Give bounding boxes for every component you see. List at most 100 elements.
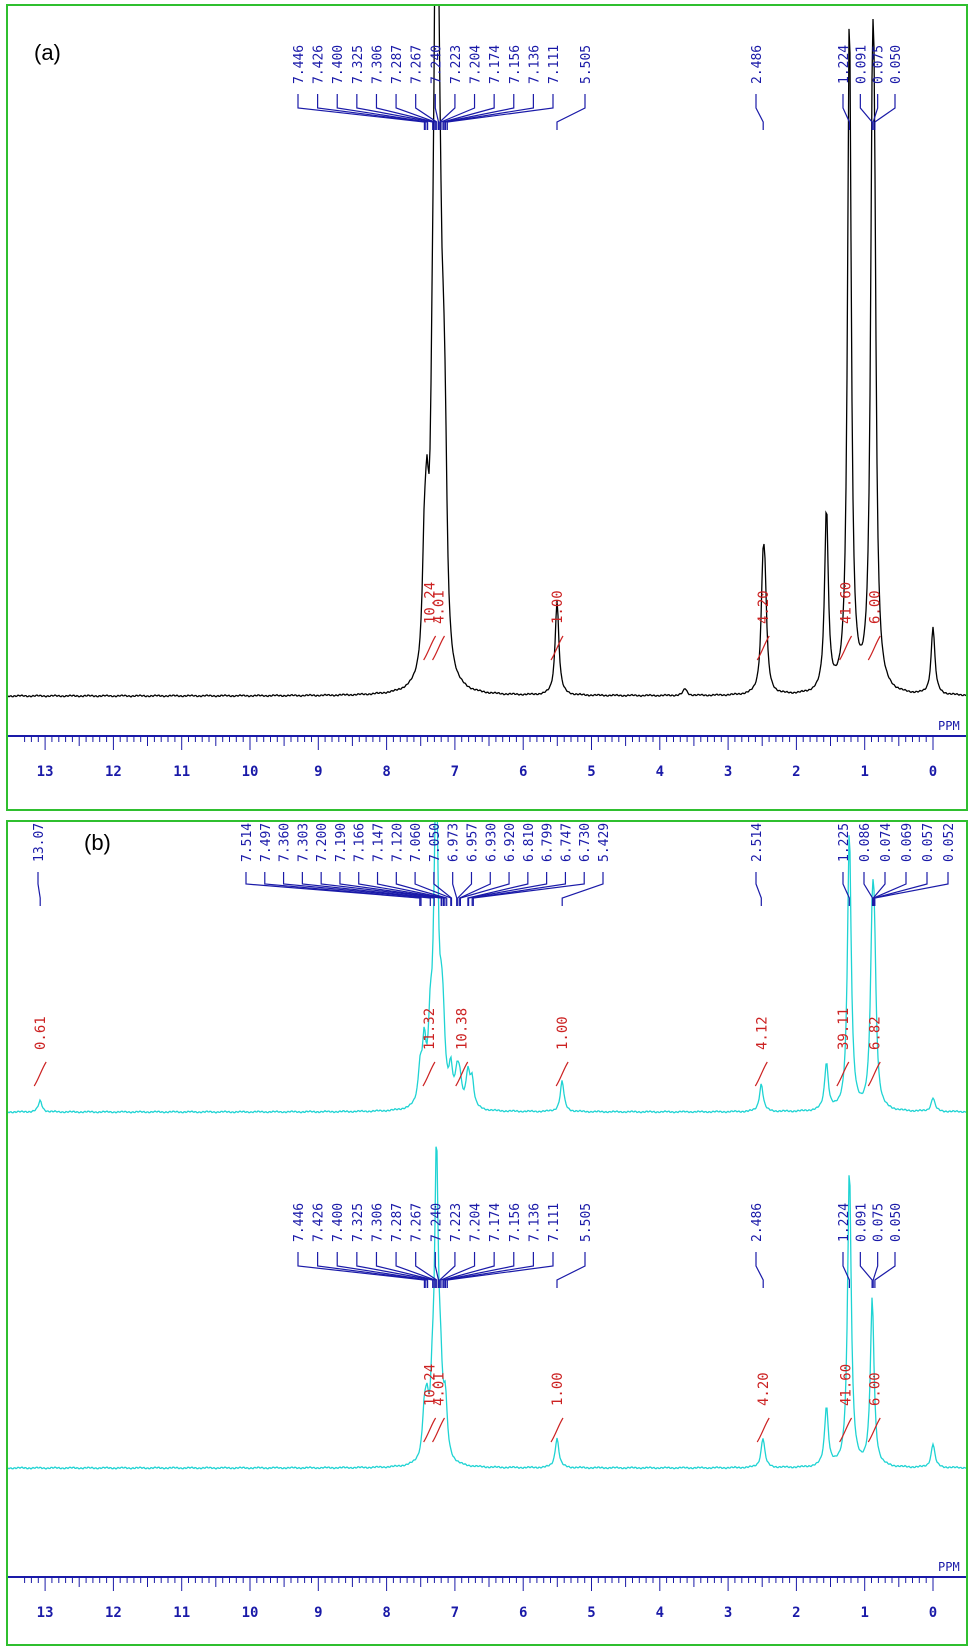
bl1-peak-label: 7.240 <box>429 1203 444 1242</box>
a-peak-connector <box>317 94 427 130</box>
bu1-peak-label: 6.930 <box>484 823 499 862</box>
bl3-peak-label: 2.486 <box>750 1203 765 1242</box>
a-peak-label: 7.223 <box>449 45 464 84</box>
bl4-peak-label: 1.224 <box>837 1203 852 1242</box>
bu1-peak-label: 7.050 <box>428 823 443 862</box>
bu3-peak-label: 1.225 <box>837 823 852 862</box>
a4-peak-connector <box>872 94 879 130</box>
bl-integral-label: 4.01 <box>432 1372 448 1406</box>
bl1-peak-connector <box>443 1252 515 1288</box>
bu1-peak-label: 7.166 <box>353 823 368 862</box>
b-tick-label: 1 <box>860 1605 868 1621</box>
a3-peak-connector <box>755 94 764 130</box>
bu1-peak-label-group: 7.514 7.497 7.360 7.303 7.200 7.190 7.166 7.147… <box>240 823 612 906</box>
bl1-peak-connector <box>297 1252 425 1288</box>
bl-integral-curve <box>550 1417 564 1443</box>
a-integral-curve <box>867 635 881 661</box>
a-peak-label: 7.136 <box>527 45 542 84</box>
bl1-peak-label: 7.204 <box>469 1203 484 1242</box>
bl1-peak-label: 7.446 <box>292 1203 307 1242</box>
panel-b-label: (b) <box>84 830 111 855</box>
bu3-peak-label-group: 1.225 0.086 0.074 0.069 0.057 0.052 <box>837 823 957 906</box>
bu1-peak-connector <box>561 872 604 906</box>
bu2-peak-label-group: 2.514 <box>750 823 765 906</box>
bl1-peak-connector <box>442 1252 495 1288</box>
bu1-peak-label: 7.120 <box>390 823 405 862</box>
a-peak-connector <box>442 94 495 130</box>
b-unit-label: PPM <box>938 1560 960 1574</box>
bl2-peak-connector <box>556 1252 586 1288</box>
bl1-peak-label: 7.136 <box>527 1203 542 1242</box>
bu-integral-curve <box>867 1061 881 1087</box>
a-peak-label: 7.111 <box>547 45 562 84</box>
a-tick-label: 4 <box>656 764 664 780</box>
bu1-peak-label: 6.730 <box>578 823 593 862</box>
a-integral-curve <box>432 635 446 661</box>
b-tick-label: 5 <box>587 1605 595 1621</box>
bu0-peak-label: 13.072 <box>32 822 47 862</box>
a-integral-label: 1.00 <box>550 590 566 624</box>
bu1-peak-label: 7.060 <box>409 823 424 862</box>
bu-integral-curve <box>754 1061 768 1087</box>
bu1-peak-connector <box>452 872 458 906</box>
bu1-peak-label: 6.747 <box>559 823 574 862</box>
a-peak-label: 7.400 <box>331 45 346 84</box>
a-integral-label: 10.24 <box>423 582 439 624</box>
bu-integral-curve <box>455 1061 469 1087</box>
a-peak-label: 7.174 <box>488 45 503 84</box>
bu1-peak-label: 6.810 <box>522 823 537 862</box>
a-peak-connector <box>446 94 554 130</box>
bu3-peak-connector <box>863 872 874 906</box>
a-integral-group: 10.244.01 1.00 4.20 41.60 6.00 <box>423 582 883 661</box>
bl-integral-curve <box>423 1417 437 1443</box>
bl4-peak-label: 0.050 <box>889 1203 904 1242</box>
a-tick-label: 10 <box>242 764 259 780</box>
a-tick-label: 3 <box>724 764 732 780</box>
a2-peak-label: 5.505 <box>579 45 594 84</box>
bl-integral-label: 41.60 <box>839 1364 855 1406</box>
bu-integral-label: 1.00 <box>555 1016 571 1050</box>
spectrum-b-plot: 13.072 7.514 7.497 7.360 7.303 7.200 7.190 7.16… <box>8 822 966 1621</box>
bu1-peak-label: 6.799 <box>541 823 556 862</box>
bl1-peak-label: 7.174 <box>488 1203 503 1242</box>
a-unit-label: PPM <box>938 719 960 733</box>
a-peak-label: 7.325 <box>351 45 366 84</box>
bu1-peak-label: 7.303 <box>296 823 311 862</box>
bl-integral-curve <box>839 1417 853 1443</box>
bu1-peak-connector <box>457 872 473 906</box>
bu1-peak-connector <box>339 872 443 906</box>
bu1-peak-connector <box>301 872 435 906</box>
bu-integral-curve <box>555 1061 569 1087</box>
bu0-peak-connector <box>37 872 41 906</box>
a-peak-connector <box>445 94 534 130</box>
bl3-peak-connector <box>755 1252 764 1288</box>
a-integral-label: 4.01 <box>432 590 448 624</box>
bu1-peak-label: 7.497 <box>259 823 274 862</box>
bl1-peak-connector <box>375 1252 435 1288</box>
bl-integral-label: 4.20 <box>756 1372 772 1406</box>
nmr-spectrum-panel-b: 13.072 7.514 7.497 7.360 7.303 7.200 7.190 7.16… <box>6 820 968 1646</box>
nmr-spectrum-panel-a: 7.446 7.426 7.400 7.325 7.306 7.287 7.267 7.240… <box>6 4 968 811</box>
a-integral-curve <box>423 635 437 661</box>
bu1-peak-connector <box>459 872 510 906</box>
bu3-peak-connector <box>873 872 907 906</box>
a4-peak-label: 0.075 <box>872 45 887 84</box>
bu3-peak-label: 0.074 <box>879 823 894 862</box>
a4-peak-label: 1.224 <box>837 45 852 84</box>
spectrum-b-lower-trace <box>8 1146 966 1470</box>
a-integral-label: 41.60 <box>839 582 855 624</box>
a-tick-label: 0 <box>929 764 937 780</box>
b-tick-label: 2 <box>792 1605 800 1621</box>
a4-peak-label-group: 1.224 0.091 0.075 0.050 <box>837 45 904 130</box>
bu-integral-label: 11.32 <box>422 1008 438 1050</box>
a-peak-label: 7.306 <box>370 45 385 84</box>
bl1-peak-label: 7.287 <box>390 1203 405 1242</box>
bu-integral-label: 39.11 <box>836 1008 852 1050</box>
a-tick-label: 11 <box>173 764 190 780</box>
spectrum-a-trace <box>8 6 966 698</box>
bl4-peak-label: 0.075 <box>872 1203 887 1242</box>
bu3-peak-label: 0.086 <box>858 823 873 862</box>
a-peak-label: 7.240 <box>429 45 444 84</box>
bl1-peak-connector <box>434 1252 440 1288</box>
bu1-peak-label: 6.973 <box>447 823 462 862</box>
